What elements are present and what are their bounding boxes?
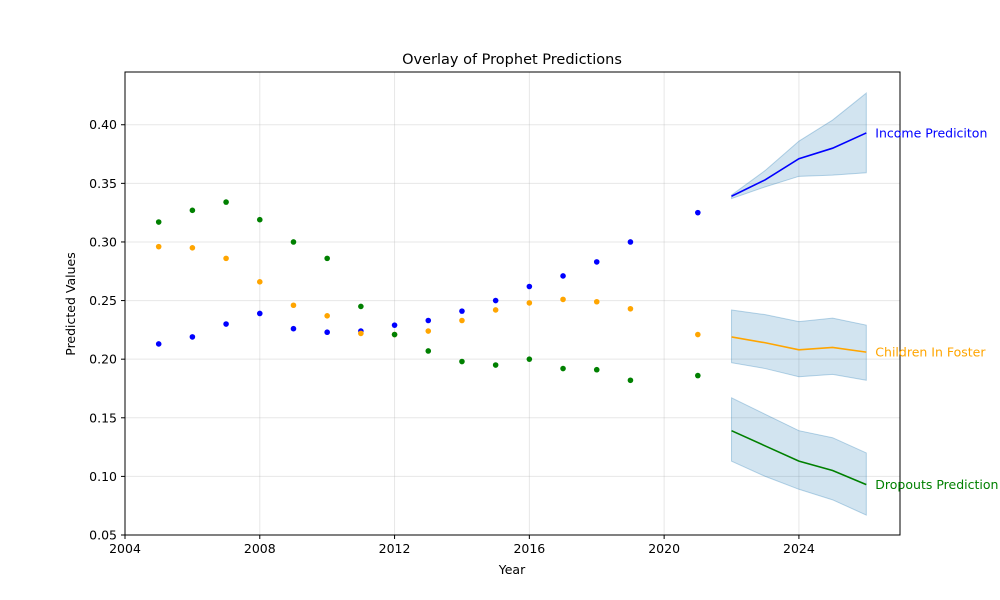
dropouts-prediction-point — [627, 377, 634, 384]
children-in-foster-point — [155, 243, 162, 250]
income-prediciton-label: Income Prediciton — [875, 125, 987, 140]
chart-title: Overlay of Prophet Predictions — [402, 52, 622, 68]
income-prediciton-point — [391, 322, 398, 328]
series-labels: Income Prediciton Children In Foster Dropo… — [875, 125, 998, 492]
children-in-foster-point — [492, 307, 499, 313]
income-prediciton-point — [492, 297, 499, 304]
y-tick-label: 0.25 — [89, 293, 117, 308]
children-in-foster-point — [358, 330, 364, 337]
y-axis-ticks: 0.05 0.10 0.15 0.20 0.25 0.30 0.35 0.40 — [89, 117, 125, 543]
children-in-foster-point — [459, 317, 465, 324]
y-tick-label: 0.30 — [89, 234, 117, 249]
dropouts-prediction-point — [425, 348, 432, 354]
y-tick-label: 0.05 — [89, 528, 117, 543]
dropouts-prediction-point — [290, 239, 297, 245]
children-in-foster-forecast-line — [731, 336, 867, 353]
children-in-foster-point — [189, 245, 196, 251]
dropouts-prediction-point — [695, 372, 701, 379]
x-axis-ticks: 2004 2008 2012 2016 2020 2024 — [109, 535, 815, 556]
children-in-foster-point — [223, 255, 229, 262]
children-in-foster-confidence-band — [731, 309, 867, 381]
children-in-foster-point — [593, 298, 600, 305]
dropouts-prediction-point — [492, 362, 499, 368]
x-tick-label: 2008 — [244, 541, 276, 556]
dropouts-prediction-point — [358, 303, 364, 310]
children-in-foster-point — [256, 279, 263, 285]
children-in-foster-point — [560, 296, 566, 303]
y-tick-label: 0.15 — [89, 410, 117, 425]
dropouts-prediction-point — [526, 356, 533, 362]
y-axis-label: Predicted Values — [63, 252, 78, 356]
income-prediciton-point — [256, 310, 263, 317]
x-tick-label: 2024 — [783, 541, 815, 556]
income-prediciton-forecast-line — [731, 132, 867, 197]
x-axis-label: Year — [498, 562, 526, 577]
income-prediciton-point — [324, 329, 330, 336]
y-tick-label: 0.40 — [89, 117, 117, 132]
y-tick-label: 0.20 — [89, 352, 117, 367]
children-in-foster-point — [290, 302, 297, 309]
observed-points — [155, 199, 701, 384]
children-in-foster-point — [627, 305, 634, 312]
dropouts-prediction-point — [391, 331, 398, 338]
dropouts-prediction-confidence-band — [731, 397, 867, 516]
dropouts-prediction-point — [324, 255, 330, 262]
children-in-foster-point — [324, 313, 330, 319]
dropouts-prediction-point — [155, 219, 162, 225]
income-prediciton-point — [425, 317, 432, 324]
confidence-bands — [731, 92, 867, 516]
plot-frame — [124, 71, 901, 536]
income-prediciton-point — [290, 325, 297, 332]
income-prediciton-point — [459, 308, 465, 314]
income-prediciton-point — [189, 334, 196, 340]
x-tick-label: 2020 — [648, 541, 680, 556]
children-in-foster-label: Children In Foster — [875, 345, 986, 360]
dropouts-prediction-point — [256, 216, 263, 223]
x-tick-label: 2016 — [513, 541, 545, 556]
children-in-foster-point — [425, 328, 432, 334]
dropouts-prediction-point — [560, 365, 566, 372]
dropouts-prediction-point — [459, 358, 465, 365]
dropouts-prediction-point — [593, 366, 600, 373]
income-prediciton-point — [223, 321, 229, 327]
income-prediciton-point — [695, 209, 701, 216]
income-prediciton-point — [627, 239, 634, 245]
grid — [124, 72, 900, 536]
children-in-foster-point — [526, 300, 533, 306]
dropouts-prediction-point — [189, 207, 196, 214]
dropouts-prediction-point — [223, 199, 229, 205]
income-prediciton-point — [526, 283, 533, 290]
forecast-lines — [731, 132, 867, 486]
x-tick-label: 2012 — [379, 541, 411, 556]
income-prediciton-point — [593, 259, 600, 265]
dropouts-prediction-label: Dropouts Prediction — [875, 477, 998, 492]
income-prediciton-confidence-band — [731, 92, 867, 200]
income-prediciton-point — [560, 273, 566, 279]
x-tick-label: 2004 — [109, 541, 141, 556]
dropouts-prediction-forecast-line — [731, 429, 867, 486]
children-in-foster-point — [695, 331, 701, 338]
y-tick-label: 0.10 — [89, 469, 117, 484]
y-tick-label: 0.35 — [89, 176, 117, 191]
income-prediciton-point — [155, 341, 162, 347]
